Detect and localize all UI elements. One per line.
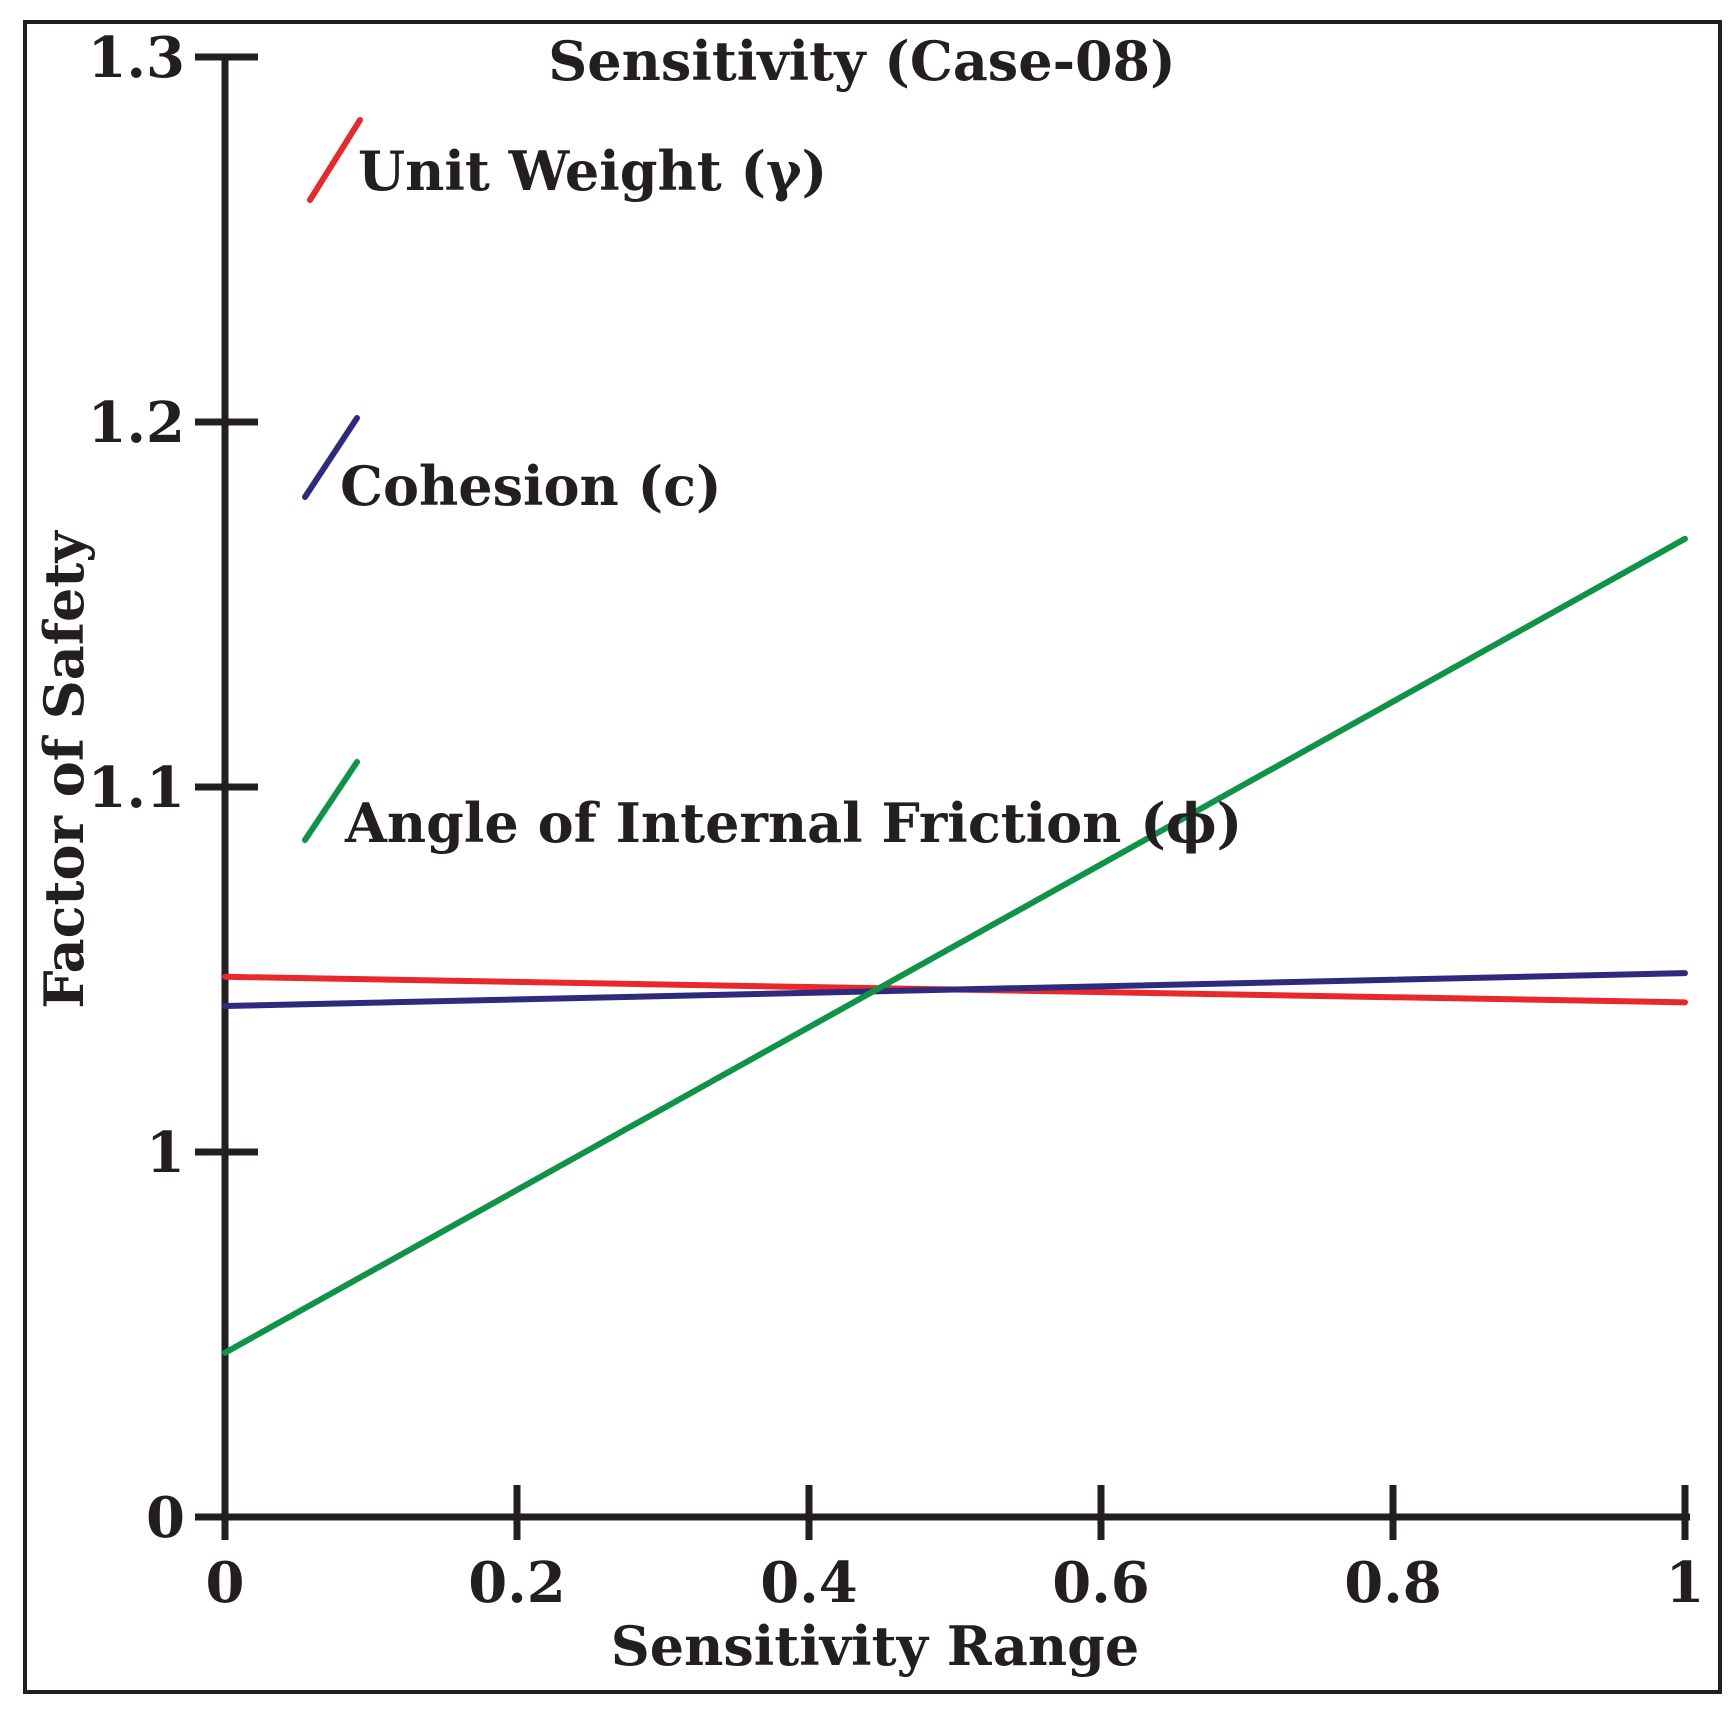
x-tick-label: 1 [1666, 1550, 1705, 1616]
y-tick-label: 0 [146, 1485, 185, 1551]
y-tick-label: 1.1 [88, 755, 185, 821]
legend-label-3: Angle of Internal Friction (ϕ) [344, 791, 1242, 855]
data-series [222, 535, 1688, 1356]
x-axis-ticks: 0 0.2 0.4 0.6 0.8 1 [206, 1485, 1705, 1616]
x-tick-label: 0 [206, 1550, 245, 1616]
legend-label-1: Unit Weight (γ) [358, 139, 827, 203]
y-axis-ticks: 0 1 1.1 1.2 1.3 [88, 25, 258, 1551]
legend-swatch-1 [307, 117, 363, 203]
series-line-2 [222, 970, 1688, 1009]
x-tick-label: 0.8 [1344, 1550, 1441, 1616]
x-axis-title: Sensitivity Range [611, 1614, 1139, 1678]
chart-frame [23, 20, 1722, 1694]
legend: Unit Weight (γ) Cohesion (c) Angle of Inte… [302, 117, 1242, 855]
y-axis-title: Factor of Safety [32, 530, 96, 1009]
y-tick-label: 1.3 [88, 25, 185, 91]
axes [195, 60, 1690, 1521]
series-line-3 [222, 535, 1688, 1356]
y-tick-label: 1.2 [88, 390, 185, 456]
x-tick-label: 0.4 [760, 1550, 857, 1616]
legend-swatch-2 [302, 415, 360, 500]
y-tick-label: 1 [146, 1120, 185, 1186]
x-tick-label: 0.6 [1052, 1550, 1149, 1616]
legend-swatch-3 [302, 759, 360, 843]
legend-label-2: Cohesion (c) [340, 454, 722, 518]
x-tick-label: 0.2 [468, 1550, 565, 1616]
chart-title: Sensitivity (Case-08) [548, 29, 1175, 93]
